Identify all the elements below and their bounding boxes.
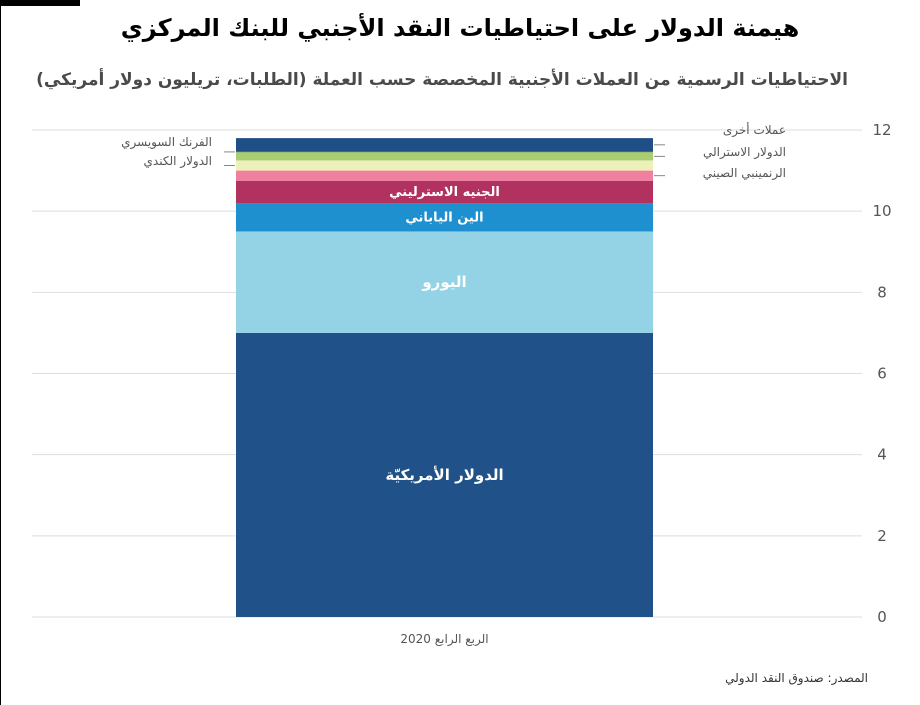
segment-label: الدولار الكندي <box>144 154 212 169</box>
bar-segment <box>236 170 653 181</box>
bar-segment <box>236 151 653 153</box>
segment-label: الين الياباني <box>405 211 483 226</box>
bar-segment <box>236 203 653 232</box>
segment-label: الرنمينبي الصيني <box>703 166 786 181</box>
frame-border <box>0 0 1 705</box>
source-note: المصدر: صندوق النقد الدولي <box>725 671 868 685</box>
y-tick-label: 0 <box>877 608 887 626</box>
x-category-label: الربع الرابع 2020 <box>400 632 488 647</box>
bar-segment <box>236 332 653 617</box>
y-tick-label: 12 <box>872 121 891 139</box>
bar-segment <box>236 160 653 171</box>
segment-label: الدولار الاسترالي <box>703 145 786 160</box>
segment-label: الفرنك السويسري <box>121 135 212 150</box>
chart-subtitle: الاحتياطيات الرسمية من العملات الأجنبية … <box>36 70 848 90</box>
y-tick-label: 6 <box>877 365 887 383</box>
segment-label: الدولار الأمريكيّة <box>385 466 503 484</box>
segment-label: اليورو <box>421 273 466 291</box>
bar-segment <box>236 180 653 204</box>
y-tick-label: 10 <box>872 202 891 220</box>
bar-segment <box>236 231 653 333</box>
top-rule <box>0 0 80 6</box>
y-tick-label: 2 <box>877 527 887 545</box>
y-tick-label: 8 <box>877 283 887 301</box>
segment-label: عملات أخرى <box>723 122 786 138</box>
segment-label: الجنيه الاسترليني <box>389 185 500 200</box>
bar-segment <box>236 138 653 152</box>
y-tick-label: 4 <box>877 446 887 464</box>
bar-segment <box>236 152 653 161</box>
chart-title: هيمنة الدولار على احتياطيات النقد الأجنب… <box>120 14 800 42</box>
